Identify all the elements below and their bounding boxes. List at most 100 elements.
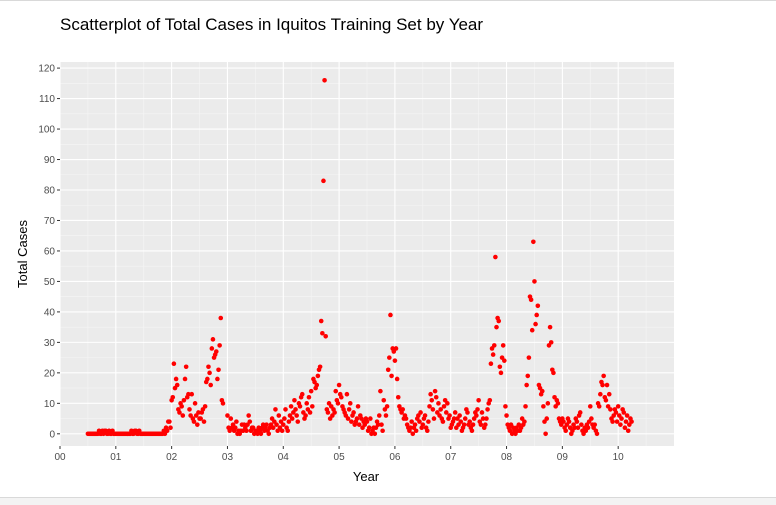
data-point <box>384 404 390 409</box>
data-point <box>389 373 394 379</box>
data-point <box>613 410 619 415</box>
data-point <box>295 419 301 424</box>
data-point <box>575 425 581 431</box>
data-point <box>309 404 315 409</box>
data-point <box>551 370 556 376</box>
data-point <box>318 318 324 324</box>
data-point <box>191 419 197 424</box>
data-point <box>286 419 292 424</box>
data-point <box>622 425 628 431</box>
data-point <box>205 376 210 382</box>
data-point <box>345 416 351 421</box>
data-point <box>274 422 279 427</box>
data-point <box>561 419 566 424</box>
data-point <box>349 419 354 424</box>
data-point <box>339 394 344 400</box>
data-point <box>598 391 603 397</box>
data-point <box>503 404 508 409</box>
x-tick-label: 01 <box>110 452 122 463</box>
data-point <box>504 413 509 418</box>
data-point <box>403 416 409 421</box>
data-point <box>321 178 326 184</box>
data-point <box>594 431 600 437</box>
data-point <box>216 367 221 373</box>
data-points <box>85 77 634 437</box>
data-point <box>610 419 615 424</box>
data-point <box>484 416 489 421</box>
data-point <box>246 413 251 418</box>
data-point <box>427 404 432 409</box>
data-point <box>351 410 356 415</box>
y-tick-label: 20 <box>44 368 56 379</box>
y-tick-label: 50 <box>44 277 56 288</box>
data-point <box>469 428 475 434</box>
data-point <box>623 419 629 424</box>
data-point <box>535 303 541 309</box>
y-axis-title: Total Cases <box>15 220 30 288</box>
data-point <box>566 419 572 424</box>
data-point <box>173 376 179 382</box>
data-point <box>603 397 609 403</box>
data-point <box>544 416 550 421</box>
data-point <box>412 422 418 427</box>
x-axis-ticks: 00 01 02 03 04 05 06 07 08 09 10 <box>54 446 624 463</box>
x-tick-label: 03 <box>222 452 234 463</box>
data-point <box>354 416 360 421</box>
data-point <box>585 425 591 431</box>
data-point <box>428 391 433 397</box>
data-point <box>335 401 341 406</box>
data-point <box>408 425 413 431</box>
data-point <box>615 404 621 409</box>
data-point <box>196 410 201 415</box>
y-tick-label: 90 <box>44 155 56 166</box>
data-point <box>443 410 449 415</box>
y-tick-label: 110 <box>39 94 55 105</box>
data-point <box>488 361 494 367</box>
data-point <box>618 422 623 427</box>
data-point <box>187 407 192 412</box>
data-point <box>283 407 288 412</box>
data-point <box>525 373 531 379</box>
data-point <box>181 397 187 403</box>
data-point <box>210 337 216 342</box>
data-point <box>452 410 458 415</box>
data-point <box>465 410 470 415</box>
data-point <box>307 410 313 415</box>
data-point <box>608 407 613 412</box>
data-point <box>476 397 481 403</box>
data-point <box>164 428 170 434</box>
data-point <box>217 343 222 348</box>
data-point <box>394 376 400 382</box>
data-point <box>426 419 431 424</box>
data-point <box>547 324 553 330</box>
data-point <box>368 416 373 421</box>
data-point <box>202 404 208 409</box>
data-point <box>375 422 381 427</box>
data-point <box>624 413 630 418</box>
data-point <box>289 416 295 421</box>
data-point <box>440 419 446 424</box>
data-point <box>600 382 605 388</box>
data-point <box>494 324 499 330</box>
data-point <box>294 413 299 418</box>
data-point <box>539 388 545 394</box>
y-tick-label: 70 <box>44 216 56 227</box>
data-point <box>293 407 298 412</box>
data-point <box>323 333 328 339</box>
data-point <box>424 428 430 434</box>
data-point <box>480 416 486 421</box>
data-point <box>306 394 312 400</box>
grid-major <box>59 62 674 446</box>
y-tick-label: 120 <box>38 64 55 75</box>
data-point <box>336 382 342 388</box>
x-tick-label: 00 <box>54 452 66 463</box>
data-point <box>545 401 551 406</box>
top-divider <box>0 0 776 1</box>
data-point <box>413 428 419 434</box>
data-point <box>232 425 238 431</box>
data-point <box>280 422 286 427</box>
data-point <box>317 364 323 370</box>
data-point <box>393 346 399 351</box>
